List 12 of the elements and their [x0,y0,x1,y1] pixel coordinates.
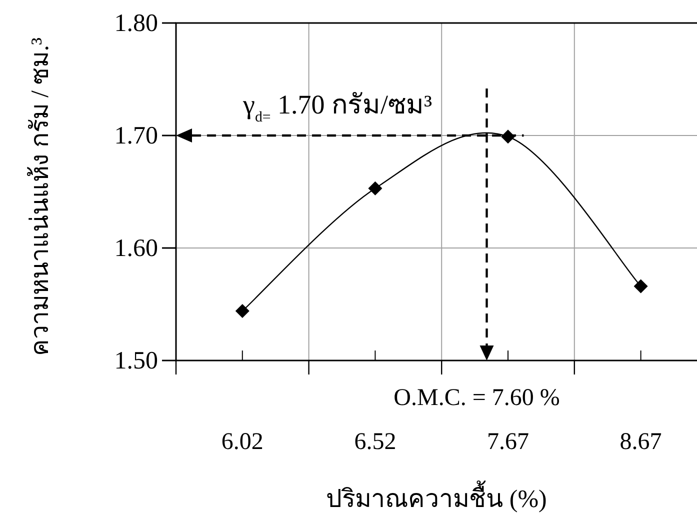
y-tick-label: 1.60 [114,235,158,262]
text: O.M.C. = 7.60 % [394,385,560,411]
y-tick-label: 1.70 [114,122,158,150]
y-tick-label: 1.80 [114,10,158,37]
x-tick-label: 6.52 [354,429,396,455]
x-tick-label: 8.67 [620,429,662,455]
x-tick-label: 6.02 [221,429,264,455]
y-tick-label: 1.50 [114,348,158,374]
x-axis-title: ปริมาณความชื้น (%) [326,480,547,513]
ref-line-label: γ$_{d=}$ 1.70 กรัม/ซม³ [242,90,432,126]
x-tick-label: 7.67 [487,429,529,455]
y-axis-title: ความหนาแน่นแห้ง กรัม / ซม.³ [27,37,54,356]
